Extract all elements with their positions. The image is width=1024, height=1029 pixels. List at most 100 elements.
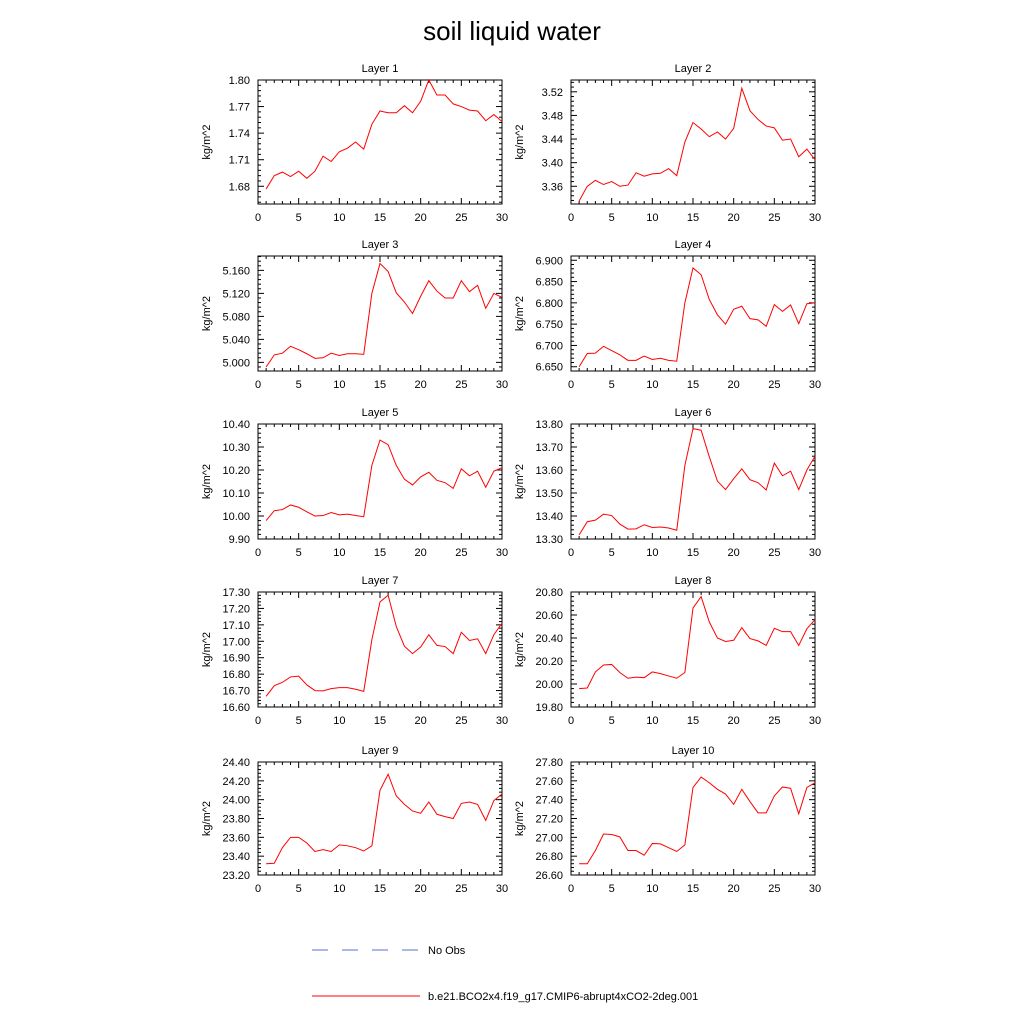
panel-5: Layer 5 0 5 10 15 20 25 30 9.90 10.00 10.10 10.20 10…	[201, 407, 508, 559]
x-tick-label: 0	[255, 379, 261, 391]
y-tick-label: 3.52	[542, 87, 563, 99]
y-tick-label: 13.80	[535, 419, 563, 431]
plot-frame	[257, 255, 503, 372]
x-tick-label: 0	[255, 212, 261, 224]
y-tick-label: 10.10	[222, 488, 250, 500]
y-tick-label: 6.850	[535, 277, 563, 289]
y-tick-label: 27.60	[535, 776, 563, 788]
y-tick-label: 24.40	[222, 757, 250, 769]
panel-6: Layer 6 0 5 10 15 20 25 30 13.30 13.40 13.50 13.60 1…	[514, 407, 821, 559]
y-tick-label: 20.80	[535, 587, 563, 599]
y-tick-label: 3.40	[542, 158, 563, 170]
x-tick-label: 15	[687, 883, 699, 895]
y-tick-label: 3.44	[542, 134, 563, 146]
panel-1: Layer 1 0 5 10 15 20 25 30 1.68 1.71 1.74 1.77 1.80 k…	[201, 63, 508, 224]
y-tick-label: 13.40	[535, 511, 563, 523]
x-tick-label: 15	[374, 715, 386, 727]
plot-frame	[570, 761, 816, 876]
y-tick-label: 6.800	[535, 298, 563, 310]
x-tick-label: 15	[374, 212, 386, 224]
panel-title: Layer 2	[675, 63, 712, 75]
y-tick-label: 13.30	[535, 534, 563, 546]
y-tick-label: 5.080	[222, 311, 250, 323]
panel-title: Layer 10	[672, 745, 715, 757]
panel-title: Layer 5	[362, 407, 399, 419]
panel-title: Layer 8	[675, 575, 712, 587]
x-tick-label: 5	[609, 379, 615, 391]
y-tick-label: 20.60	[535, 610, 563, 622]
plot-frame	[257, 761, 503, 876]
plot-frame	[257, 79, 503, 205]
panel-title: Layer 6	[675, 407, 712, 419]
y-tick-label: 23.20	[222, 870, 250, 882]
x-tick-label: 15	[687, 379, 699, 391]
series-line	[578, 428, 816, 536]
panel-8: Layer 8 0 5 10 15 20 25 30 19.80 20.00 20.20 20.40 2…	[514, 575, 821, 727]
legend-label-no-obs: No Obs	[428, 945, 466, 957]
x-tick-label: 30	[496, 547, 508, 559]
x-tick-label: 15	[374, 547, 386, 559]
x-tick-label: 20	[728, 379, 740, 391]
y-tick-label: 5.040	[222, 334, 250, 346]
x-tick-label: 20	[728, 883, 740, 895]
y-axis-label: kg/m^2	[514, 296, 526, 331]
panel-2: Layer 2 0 5 10 15 20 25 30 3.36 3.40 3.44 3.48 3.52 k…	[514, 63, 821, 224]
series-line	[579, 595, 816, 690]
panel-title: Layer 9	[362, 745, 399, 757]
x-tick-label: 5	[296, 547, 302, 559]
y-tick-label: 3.48	[542, 110, 563, 122]
x-tick-label: 25	[768, 715, 780, 727]
x-tick-label: 10	[646, 547, 658, 559]
series-line	[578, 86, 816, 202]
y-tick-label: 27.80	[535, 757, 563, 769]
panel-9: Layer 9 0 5 10 15 20 25 30 23.20 23.40 23.60 23.80 2…	[201, 745, 508, 895]
x-tick-label: 5	[296, 715, 302, 727]
x-tick-label: 10	[333, 212, 345, 224]
x-tick-label: 0	[568, 379, 574, 391]
panel-title: Layer 1	[362, 63, 399, 75]
x-tick-label: 0	[255, 715, 261, 727]
y-tick-label: 17.30	[222, 587, 250, 599]
y-tick-label: 16.80	[222, 669, 250, 681]
panel-title: Layer 3	[362, 239, 399, 251]
y-axis-label: kg/m^2	[514, 801, 526, 836]
x-tick-label: 25	[768, 883, 780, 895]
y-tick-label: 6.750	[535, 319, 563, 331]
x-tick-label: 5	[296, 212, 302, 224]
x-tick-label: 30	[809, 547, 821, 559]
y-tick-label: 23.40	[222, 851, 250, 863]
x-tick-label: 5	[609, 212, 615, 224]
panel-4: Layer 4 0 5 10 15 20 25 30 6.650 6.700 6.750 6.800 6…	[514, 239, 821, 391]
x-tick-label: 30	[496, 379, 508, 391]
y-tick-label: 16.70	[222, 686, 250, 698]
x-tick-label: 20	[728, 715, 740, 727]
y-axis-label: kg/m^2	[514, 124, 526, 159]
panel-title: Layer 7	[362, 575, 399, 587]
y-tick-label: 23.80	[222, 814, 250, 826]
x-tick-label: 20	[415, 715, 427, 727]
x-tick-label: 0	[255, 547, 261, 559]
y-axis-label: kg/m^2	[201, 124, 213, 159]
figure-title: soil liquid water	[423, 16, 601, 46]
y-tick-label: 1.80	[229, 75, 250, 87]
y-tick-label: 13.60	[535, 465, 563, 477]
plot-frame	[570, 423, 816, 540]
y-tick-label: 13.50	[535, 488, 563, 500]
y-tick-label: 17.00	[222, 636, 250, 648]
y-tick-label: 1.74	[229, 128, 250, 140]
y-tick-label: 1.77	[229, 102, 250, 114]
x-tick-label: 15	[687, 547, 699, 559]
x-tick-label: 10	[333, 883, 345, 895]
x-tick-label: 5	[609, 547, 615, 559]
y-tick-label: 20.40	[535, 633, 563, 645]
x-tick-label: 20	[728, 547, 740, 559]
y-tick-label: 17.10	[222, 620, 250, 632]
plot-frame	[570, 79, 816, 205]
x-tick-label: 25	[455, 715, 467, 727]
x-tick-label: 15	[687, 212, 699, 224]
y-tick-label: 5.160	[222, 265, 250, 277]
panel-10: Layer 10 0 5 10 15 20 25 30 26.60 26.80 27.00 27.20…	[514, 745, 821, 895]
panel-7: Layer 7 0 5 10 15 20 25 30 16.60 16.70 16.80 16.90 1…	[201, 575, 508, 727]
